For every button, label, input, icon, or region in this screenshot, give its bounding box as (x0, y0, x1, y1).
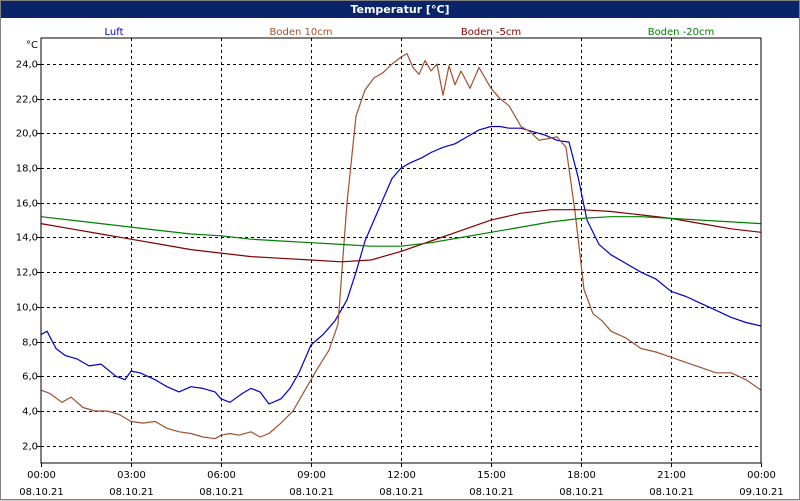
window-title: Temperatur [°C] (1, 1, 799, 18)
x-tick-time-label: 21:00 (657, 470, 686, 481)
y-axis-unit: °C (26, 40, 38, 51)
legend: Luft Boden 10cm Boden -5cm Boden -20cm (105, 27, 715, 38)
x-tick-time-label: 12:00 (387, 470, 416, 481)
y-tick-label: 24,0 (16, 60, 38, 71)
x-tick-date-label: 08.10.21 (289, 487, 334, 498)
x-tick-time-label: 09:00 (297, 470, 326, 481)
y-tick-label: 8,0 (22, 338, 38, 349)
legend-entry-2: Boden 10cm (270, 27, 333, 38)
y-tick-label: 6,0 (22, 372, 38, 383)
legend-entry-1: Luft (105, 27, 124, 38)
x-tick-time-label: 00:00 (747, 470, 776, 481)
y-tick-label: 22,0 (16, 95, 38, 106)
series-line-2 (40, 52, 762, 440)
x-tick-date-label: 08.10.21 (379, 487, 424, 498)
series-line-3 (40, 209, 762, 263)
x-tick-time-label: 15:00 (477, 470, 506, 481)
axis-layer: 2,0 4,0 6,0 8,0 10,0 12,0 14,0 16,0 18,0 20,0 22,0… (16, 37, 784, 498)
x-tick-time-label: 18:00 (567, 470, 596, 481)
legend-entry-4: Boden -20cm (648, 27, 715, 38)
y-tick-label: 12,0 (16, 268, 38, 279)
x-tick-date-label: 08.10.21 (469, 487, 514, 498)
x-tick-date-label: 08.10.21 (559, 487, 604, 498)
series-line-1 (40, 125, 762, 405)
x-tick-date-label: 09.10.21 (739, 487, 784, 498)
series-layer (40, 52, 762, 440)
series-line-4 (40, 216, 762, 247)
legend-entry-3: Boden -5cm (461, 27, 521, 38)
x-tick-time-label: 06:00 (207, 470, 236, 481)
x-tick-time-label: 00:00 (27, 470, 56, 481)
y-tick-label: 14,0 (16, 233, 38, 244)
x-tick-date-label: 08.10.21 (19, 487, 64, 498)
y-tick-label: 10,0 (16, 303, 38, 314)
y-tick-label: 4,0 (22, 407, 38, 418)
x-tick-date-label: 08.10.21 (199, 487, 244, 498)
x-tick-date-label: 08.10.21 (649, 487, 694, 498)
grid-layer (41, 38, 761, 463)
y-tick-label: 2,0 (22, 442, 38, 453)
y-tick-label: 20,0 (16, 129, 38, 140)
y-tick-label: 16,0 (16, 199, 38, 210)
y-tick-label: 18,0 (16, 164, 38, 175)
x-tick-time-label: 03:00 (117, 470, 146, 481)
x-tick-date-label: 08.10.21 (109, 487, 154, 498)
